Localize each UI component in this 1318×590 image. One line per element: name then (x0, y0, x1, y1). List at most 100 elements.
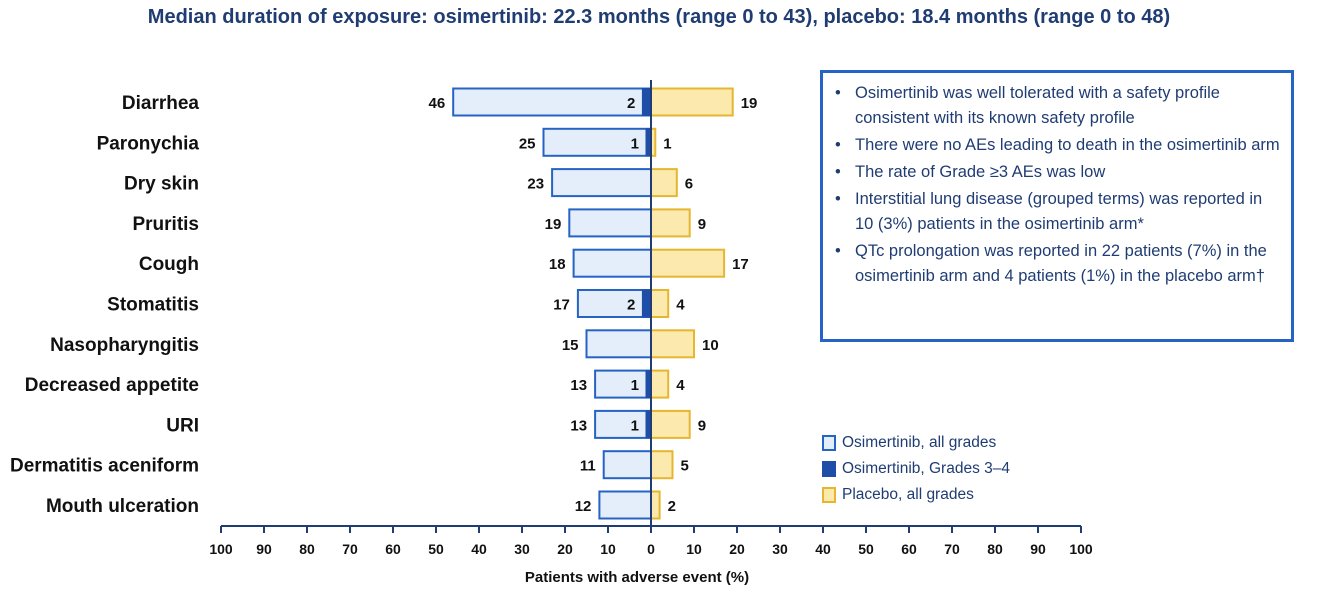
value-label-grade3-4: 1 (631, 377, 639, 394)
bar-osimertinib-all-grades (568, 208, 652, 238)
finding-bullet: QTc prolongation was reported in 22 pati… (835, 239, 1281, 289)
bar-placebo-all-grades (650, 87, 734, 117)
value-label-placebo: 10 (702, 337, 719, 354)
bar-placebo-all-grades (650, 409, 691, 439)
value-label-placebo: 9 (698, 216, 706, 233)
x-tick-label: 20 (729, 541, 745, 557)
legend-label: Osimertinib, Grades 3–4 (842, 460, 1010, 477)
bar-osimertinib-all-grades (551, 168, 652, 198)
bar-osimertinib-grade3-4 (641, 88, 652, 116)
legend-swatch (822, 435, 836, 451)
key-findings-list: Osimertinib was well tolerated with a sa… (833, 81, 1281, 289)
x-tick-label: 40 (471, 541, 487, 557)
value-label-osimertinib: 11 (580, 458, 596, 475)
value-label-placebo: 19 (741, 95, 758, 112)
finding-bullet: The rate of Grade ≥3 AEs was low (835, 160, 1281, 185)
x-tick-label: 100 (1069, 541, 1093, 557)
bar-placebo-all-grades (650, 329, 695, 359)
category-label: Cough (139, 254, 199, 275)
finding-bullet: There were no AEs leading to death in th… (835, 133, 1281, 158)
bar-placebo-all-grades (650, 450, 674, 480)
finding-bullet: Interstitial lung disease (grouped terms… (835, 187, 1281, 237)
bar-osimertinib-grade3-4 (641, 289, 652, 318)
x-tick-label: 60 (385, 541, 401, 557)
bar-placebo-all-grades (650, 248, 726, 278)
chart-title: Median duration of exposure: osimertinib… (147, 6, 1171, 28)
legend-swatch (822, 487, 836, 503)
x-tick-label: 20 (557, 541, 573, 557)
value-label-placebo: 6 (685, 176, 693, 193)
category-label: Diarrhea (122, 93, 200, 114)
category-label: Dermatitis aceniform (10, 456, 199, 477)
category-label: Paronychia (97, 133, 200, 154)
bar-osimertinib-all-grades (576, 289, 653, 318)
bar-placebo-all-grades (650, 369, 670, 399)
value-label-osimertinib: 46 (429, 95, 446, 112)
category-label: Stomatitis (107, 295, 199, 316)
value-label-placebo: 2 (668, 498, 676, 515)
legend-item-osimertinib-all: Osimertinib, all grades (822, 430, 1010, 456)
x-tick-label: 70 (342, 541, 358, 557)
category-label: Mouth ulceration (46, 496, 199, 517)
legend: Osimertinib, all grades Osimertinib, Gra… (822, 430, 1010, 508)
x-tick-label: 50 (428, 541, 444, 557)
x-tick-label: 90 (1030, 541, 1046, 557)
category-label: URI (166, 415, 199, 436)
legend-label: Placebo, all grades (842, 486, 974, 503)
value-label-osimertinib: 15 (562, 337, 579, 354)
value-label-osimertinib: 25 (519, 135, 536, 152)
x-tick-label: 70 (944, 541, 960, 557)
finding-bullet: Osimertinib was well tolerated with a sa… (835, 81, 1281, 131)
bar-osimertinib-all-grades (585, 329, 652, 359)
value-label-placebo: 4 (676, 297, 685, 314)
x-tick-label: 90 (256, 541, 272, 557)
legend-item-osimertinib-grade34: Osimertinib, Grades 3–4 (822, 456, 1010, 482)
value-label-osimertinib: 19 (545, 216, 562, 233)
x-tick-label: 60 (901, 541, 917, 557)
value-label-osimertinib: 17 (553, 297, 570, 314)
category-label: Decreased appetite (25, 375, 199, 396)
x-tick-label: 40 (815, 541, 831, 557)
bar-osimertinib-all-grades (594, 409, 652, 439)
value-label-grade3-4: 1 (631, 417, 639, 434)
category-label: Pruritis (132, 214, 199, 235)
bar-osimertinib-all-grades (572, 248, 652, 278)
category-label: Nasopharyngitis (50, 335, 199, 356)
x-tick-label: 10 (686, 541, 702, 557)
bar-placebo-all-grades (650, 490, 661, 520)
legend-label: Osimertinib, all grades (842, 434, 997, 451)
value-label-grade3-4: 1 (631, 135, 639, 152)
x-tick-label: 10 (600, 541, 616, 557)
bar-osimertinib-all-grades (542, 127, 652, 157)
value-label-placebo: 17 (732, 256, 749, 273)
x-tick-label: 50 (858, 541, 874, 557)
x-tick-label: 80 (987, 541, 1003, 557)
value-label-osimertinib: 13 (570, 417, 587, 434)
legend-swatch (822, 461, 836, 477)
category-label: Dry skin (124, 174, 199, 195)
x-tick-label: 30 (772, 541, 788, 557)
bar-osimertinib-all-grades (452, 87, 653, 117)
bar-osimertinib-all-grades (594, 369, 652, 399)
x-tick-label: 0 (647, 541, 655, 557)
x-tick-label: 80 (299, 541, 315, 557)
value-label-grade3-4: 2 (627, 95, 635, 112)
value-label-placebo: 1 (663, 135, 671, 152)
x-axis-label: Patients with adverse event (%) (525, 569, 749, 586)
value-label-placebo: 9 (698, 417, 706, 434)
key-findings-box: Osimertinib was well tolerated with a sa… (820, 70, 1294, 342)
value-label-grade3-4: 2 (627, 297, 635, 314)
value-label-placebo: 5 (681, 458, 689, 475)
bar-placebo-all-grades (650, 208, 691, 238)
legend-item-placebo-all: Placebo, all grades (822, 482, 1010, 508)
value-label-osimertinib: 13 (570, 377, 587, 394)
bar-osimertinib-all-grades (598, 490, 653, 520)
value-label-osimertinib: 18 (549, 256, 566, 273)
value-label-osimertinib: 23 (527, 176, 544, 193)
bar-placebo-all-grades (650, 168, 678, 198)
value-label-osimertinib: 12 (575, 498, 592, 515)
bar-placebo-all-grades (650, 289, 670, 318)
x-tick-label: 30 (514, 541, 530, 557)
x-tick-label: 100 (209, 541, 233, 557)
